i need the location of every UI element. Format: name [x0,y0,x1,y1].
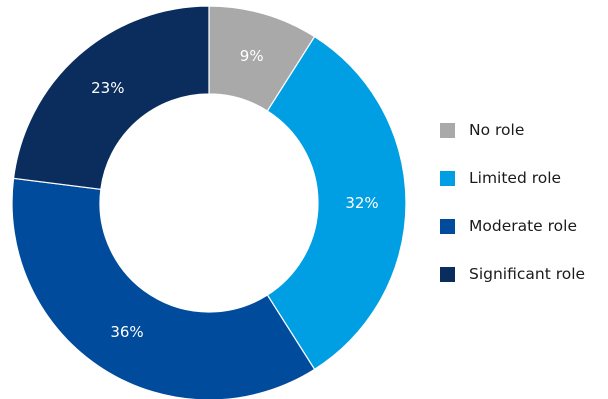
legend-item-significant-role: Significant role [440,262,585,286]
donut-slice-labels: 9% 32% 36% 23% [91,47,379,341]
legend-label-significant-role: Significant role [469,265,586,283]
legend-item-limited-role: Limited role [440,166,585,190]
legend-swatch-moderate-role [440,218,455,234]
slice-moderate-role [11,177,316,399]
legend-item-no-role: No role [440,118,585,142]
slice-limited-role [266,35,407,371]
legend-swatch-no-role [440,122,455,138]
slice-label-moderate-role: 36% [110,323,143,341]
legend-label-limited-role: Limited role [469,169,562,187]
legend-label-moderate-role: Moderate role [469,217,578,235]
legend-swatch-limited-role [440,170,455,186]
slice-label-no-role: 9% [240,47,264,65]
legend-swatch-significant-role [440,266,455,282]
legend-item-moderate-role: Moderate role [440,214,585,238]
slice-significant-role [12,5,210,191]
legend-label-no-role: No role [469,121,525,139]
donut-chart: 9% 32% 36% 23% [11,5,407,399]
legend: No role Limited role Moderate role Signi… [440,118,585,310]
slice-label-limited-role: 32% [345,194,378,212]
slice-label-significant-role: 23% [91,79,124,97]
donut-slices [11,5,407,399]
